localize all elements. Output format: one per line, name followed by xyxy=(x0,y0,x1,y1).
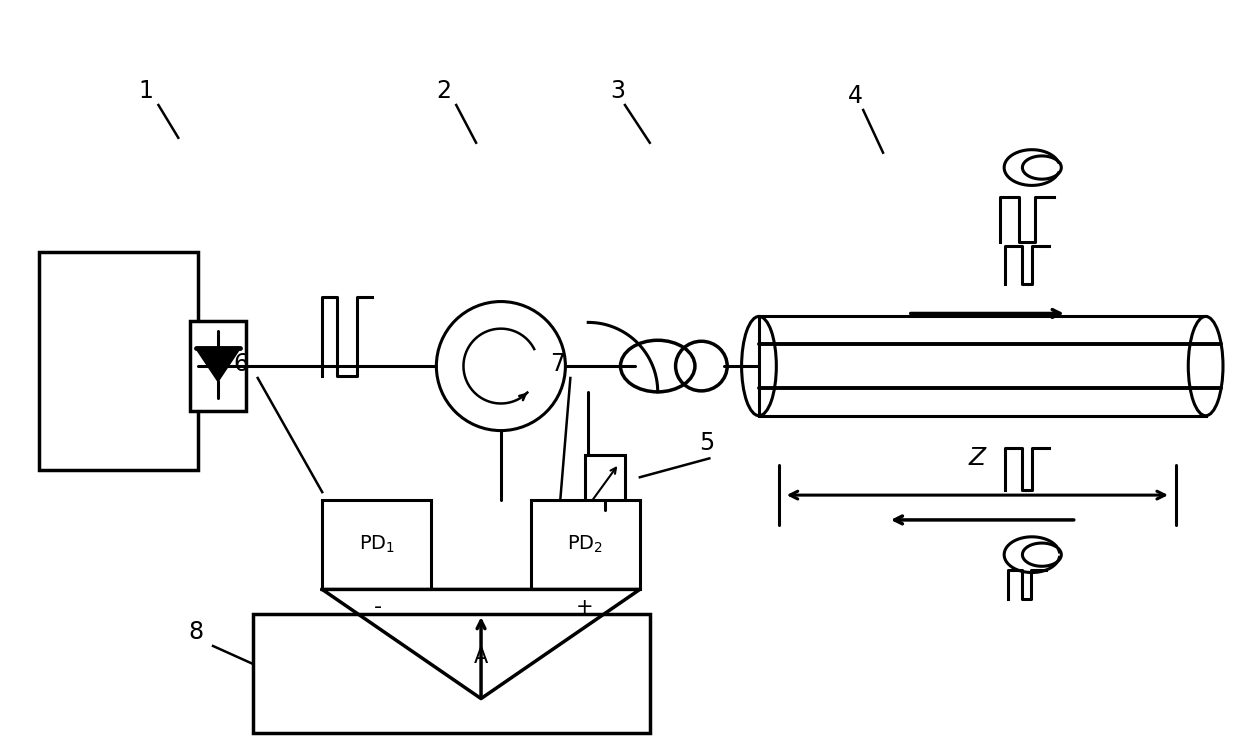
Text: 6: 6 xyxy=(233,352,248,376)
Text: -: - xyxy=(373,597,382,617)
Text: 4: 4 xyxy=(848,84,863,108)
Bar xyxy=(40,252,198,470)
Text: 8: 8 xyxy=(188,620,203,644)
Text: $\mathrm{PD_1}$: $\mathrm{PD_1}$ xyxy=(358,534,396,556)
Bar xyxy=(759,316,1205,416)
Bar xyxy=(322,500,432,590)
Ellipse shape xyxy=(1188,316,1223,416)
Text: +: + xyxy=(575,597,593,617)
Bar xyxy=(190,321,246,411)
Bar xyxy=(253,614,650,733)
Text: Z: Z xyxy=(968,446,986,470)
Text: 2: 2 xyxy=(436,79,451,103)
Text: A: A xyxy=(474,647,489,667)
Text: $\mathrm{PD_2}$: $\mathrm{PD_2}$ xyxy=(567,534,604,556)
Text: 5: 5 xyxy=(699,431,714,455)
Text: 1: 1 xyxy=(139,79,154,103)
Text: 3: 3 xyxy=(610,79,625,103)
Bar xyxy=(585,455,625,510)
Bar xyxy=(531,500,640,590)
Polygon shape xyxy=(196,348,239,381)
Text: 7: 7 xyxy=(551,352,565,376)
